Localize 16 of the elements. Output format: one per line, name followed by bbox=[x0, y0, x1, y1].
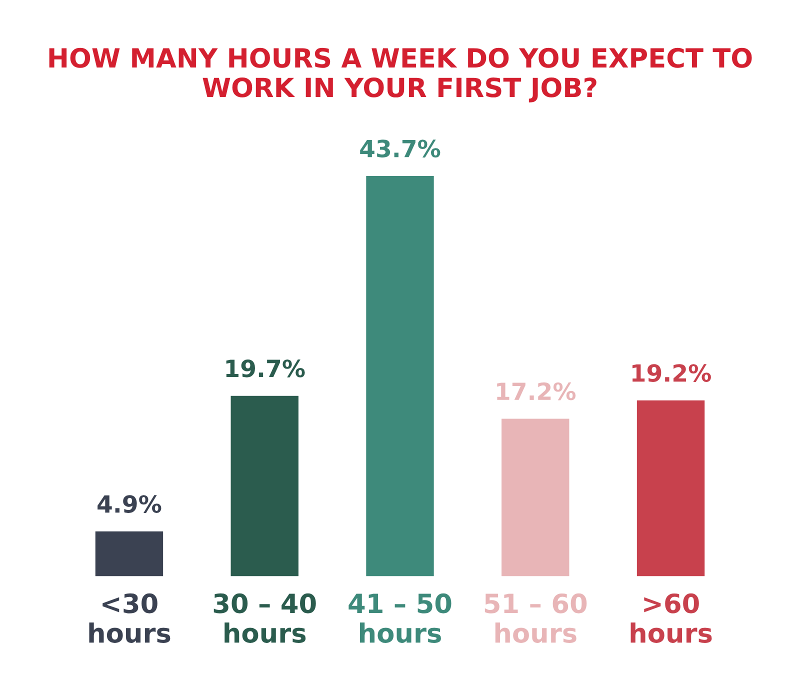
data-label: 4.9% bbox=[98, 495, 162, 513]
bar bbox=[95, 531, 164, 576]
x-tick-label: 51 – 60 hours bbox=[484, 593, 587, 643]
data-label: 43.7% bbox=[360, 140, 440, 158]
x-tick-label: <30 hours bbox=[89, 593, 170, 643]
bar bbox=[230, 396, 298, 576]
data-label: 17.2% bbox=[497, 382, 576, 400]
x-tick-label: 30 – 40 hours bbox=[214, 593, 316, 643]
bar bbox=[636, 400, 705, 576]
x-tick-label: >60 hours bbox=[630, 593, 712, 643]
data-label: 19.7% bbox=[226, 360, 305, 378]
bar bbox=[366, 176, 434, 576]
chart-title: HOW MANY HOURS A WEEK DO YOU EXPECT TO WORK IN YOUR FIRST JOB? bbox=[49, 48, 752, 102]
data-label: 19.2% bbox=[632, 364, 711, 382]
x-tick-label: 41 – 50 hours bbox=[348, 593, 452, 643]
bar bbox=[502, 418, 570, 576]
